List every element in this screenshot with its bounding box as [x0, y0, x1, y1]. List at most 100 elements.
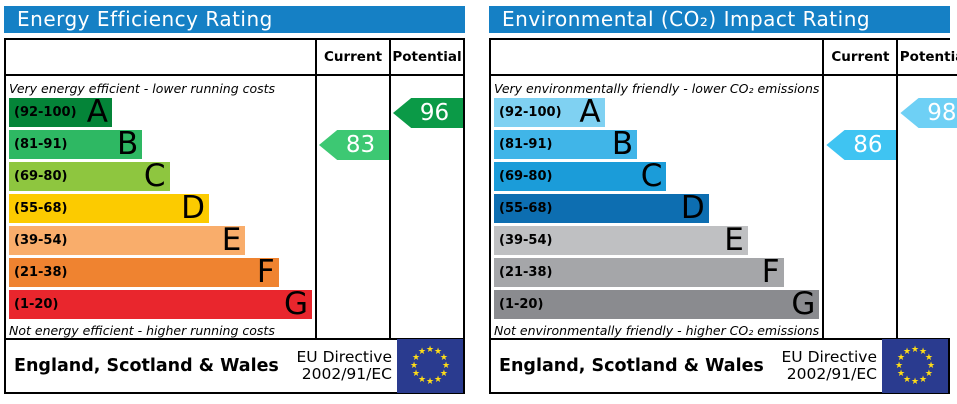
corner-cell — [6, 40, 315, 76]
band-letter: E — [724, 222, 744, 258]
band-letter: B — [611, 126, 634, 162]
eu-directive-line2: 2002/91/EC — [301, 365, 392, 383]
eu-flag-icon: ★ ★★★★★★★★★★★ — [397, 339, 463, 393]
svg-text:★: ★ — [412, 369, 420, 379]
band-range: (21-38) — [14, 265, 68, 280]
band-row-F: (21-38) F — [494, 254, 819, 290]
band-letter: C — [143, 158, 166, 194]
eu-directive-line1: EU Directive — [781, 348, 878, 366]
band-row-E: (39-54) E — [494, 222, 819, 258]
band-range: (55-68) — [499, 201, 553, 216]
current-rating-cell: 83 — [315, 76, 389, 338]
band-letter: B — [117, 126, 139, 162]
band-letter: F — [761, 254, 780, 290]
band-letter: A — [86, 94, 109, 130]
band-range: (81-91) — [499, 137, 553, 152]
band-row-B: (81-91) B — [494, 126, 819, 162]
svg-text:★: ★ — [418, 347, 426, 357]
top-caption: Very environmentally friendly - lower CO… — [494, 81, 820, 96]
band-letter: D — [680, 190, 705, 226]
band-row-D: (55-68) D — [9, 190, 312, 226]
band-row-A: (92-100) A — [9, 94, 312, 130]
svg-text:★: ★ — [911, 345, 919, 355]
svg-text:★: ★ — [925, 369, 933, 379]
rating-table: Current Potential Very energy efficient … — [4, 38, 465, 394]
potential-column-header: Potential — [896, 40, 957, 76]
svg-text:★: ★ — [426, 345, 434, 355]
svg-text:★: ★ — [919, 375, 927, 385]
band-range: (39-54) — [14, 233, 68, 248]
region-label: England, Scotland & Wales — [499, 356, 764, 376]
band-range: (21-38) — [499, 265, 553, 280]
environmental-impact-panel: Environmental (CO₂) Impact Rating Curren… — [489, 6, 957, 402]
panel-title: Environmental (CO₂) Impact Rating — [489, 6, 950, 33]
band-range: (69-80) — [14, 169, 68, 184]
band-range: (69-80) — [499, 169, 553, 184]
svg-text:★: ★ — [426, 377, 434, 387]
svg-text:★: ★ — [434, 375, 442, 385]
bottom-caption: Not energy efficient - higher running co… — [9, 323, 275, 338]
potential-rating-arrow: 96 — [393, 98, 463, 128]
band-row-F: (21-38) F — [9, 254, 312, 290]
svg-text:★: ★ — [897, 369, 905, 379]
svg-text:★: ★ — [911, 377, 919, 387]
bands-area: Very environmentally friendly - lower CO… — [491, 76, 823, 338]
eu-directive-line2: 2002/91/EC — [786, 365, 877, 383]
band-row-B: (81-91) B — [9, 126, 312, 162]
band-letter: F — [256, 254, 275, 290]
svg-text:★: ★ — [410, 361, 418, 371]
current-rating-arrow: 86 — [826, 130, 897, 160]
band-range: (1-20) — [499, 297, 544, 312]
band-row-C: (69-80) C — [494, 158, 819, 194]
potential-rating-arrow: 98 — [900, 98, 957, 128]
energy-efficiency-panel: Energy Efficiency Rating Current Potenti… — [4, 6, 465, 402]
svg-text:★: ★ — [919, 347, 927, 357]
band-range: (92-100) — [14, 105, 77, 120]
band-letter: C — [640, 158, 663, 194]
band-range: (55-68) — [14, 201, 68, 216]
eu-directive-line1: EU Directive — [296, 348, 393, 366]
band-row-C: (69-80) C — [9, 158, 312, 194]
svg-text:★: ★ — [434, 347, 442, 357]
panel-title: Energy Efficiency Rating — [4, 6, 465, 33]
rating-bands: (92-100) A (81-91) B (69-80) C (55-68) D (39-54)… — [494, 94, 820, 322]
band-letter: D — [181, 190, 205, 226]
svg-text:★: ★ — [418, 375, 426, 385]
current-column-header: Current — [822, 40, 897, 76]
eu-directive-label: EU Directive 2002/91/EC — [297, 349, 398, 383]
region-label: England, Scotland & Wales — [14, 356, 279, 376]
corner-cell — [491, 40, 823, 76]
bands-area: Very energy efficient - lower running co… — [6, 76, 315, 338]
svg-text:★: ★ — [442, 361, 450, 371]
current-rating-cell: 86 — [822, 76, 897, 338]
top-caption: Very energy efficient - lower running co… — [9, 81, 276, 96]
svg-text:★: ★ — [903, 375, 911, 385]
band-letter: E — [221, 222, 242, 258]
rating-table: Current Potential Very environmentally f… — [489, 38, 957, 394]
current-column-header: Current — [315, 40, 389, 76]
eu-directive-label: EU Directive 2002/91/EC — [782, 349, 883, 383]
potential-rating-cell: 96 — [389, 76, 463, 338]
band-letter: G — [791, 286, 816, 322]
svg-text:★: ★ — [440, 353, 448, 363]
band-range: (1-20) — [14, 297, 59, 312]
band-row-D: (55-68) D — [494, 190, 819, 226]
svg-text:★: ★ — [440, 369, 448, 379]
band-row-G: (1-20) G — [9, 286, 312, 322]
svg-text:★: ★ — [903, 347, 911, 357]
svg-text:★: ★ — [412, 353, 420, 363]
band-range: (92-100) — [499, 105, 562, 120]
band-letter: A — [579, 94, 601, 130]
band-row-E: (39-54) E — [9, 222, 312, 258]
footer-row: England, Scotland & Wales EU Directive 2… — [491, 338, 948, 393]
bottom-caption: Not environmentally friendly - higher CO… — [494, 323, 820, 338]
footer-row: England, Scotland & Wales EU Directive 2… — [6, 338, 463, 393]
svg-text:★: ★ — [925, 353, 933, 363]
svg-text:★: ★ — [895, 361, 903, 371]
current-rating-arrow: 83 — [319, 130, 389, 160]
eu-flag-icon: ★ ★★★★★★★★★★★ — [882, 339, 948, 393]
rating-bands: (92-100) A (81-91) B (69-80) C (55-68) D (39-54)… — [9, 94, 312, 322]
band-range: (81-91) — [14, 137, 68, 152]
band-letter: G — [283, 286, 308, 322]
band-range: (39-54) — [499, 233, 553, 248]
